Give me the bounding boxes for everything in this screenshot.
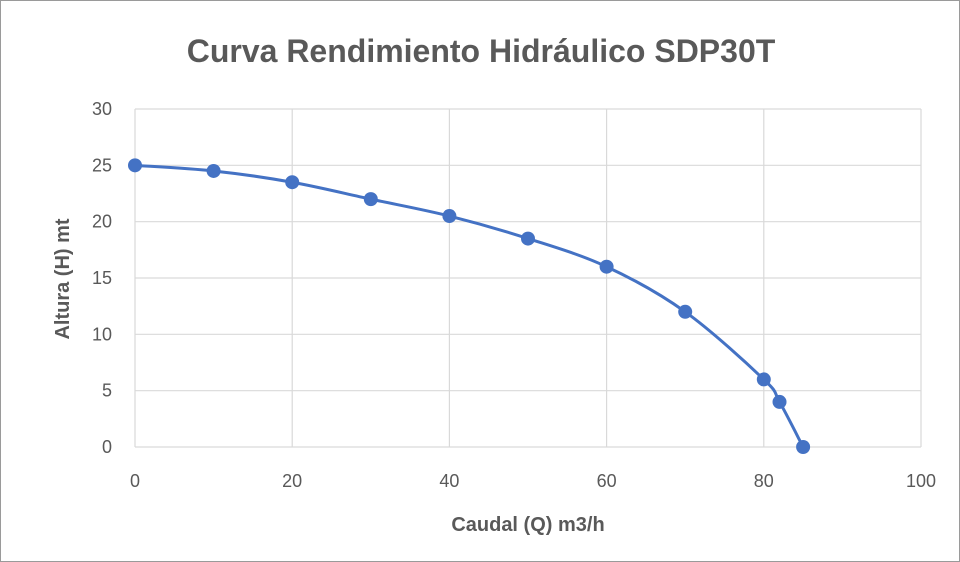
x-tick-label: 100 [906,471,936,491]
x-tick-label: 60 [597,471,617,491]
y-tick-label: 0 [102,437,112,457]
x-axis-ticks: 0 20 40 60 80 100 [130,471,936,491]
y-axis-ticks: 0 5 10 15 20 25 30 [92,99,112,457]
data-point [442,209,457,224]
data-point [756,372,771,387]
plot-area [128,158,811,454]
y-tick-label: 25 [92,155,112,175]
y-axis-title: Altura (H) mt [52,218,74,339]
data-point [796,440,811,454]
data-point [521,231,535,246]
x-tick-label: 0 [130,471,140,491]
y-tick-label: 30 [92,99,112,119]
y-tick-label: 10 [92,324,112,344]
data-point [285,175,300,190]
data-point [128,158,142,173]
data-point [599,259,614,274]
gridlines [134,108,922,448]
series-line [134,163,805,448]
y-tick-label: 20 [92,212,112,232]
data-point [772,394,787,409]
data-point [678,304,693,319]
y-tick-label: 5 [102,381,112,401]
y-tick-label: 15 [92,268,112,288]
data-point [206,163,221,178]
chart-title: Curva Rendimiento Hidráulico SDP30T [187,33,776,69]
x-axis-title: Caudal (Q) m3/h [451,514,604,536]
x-tick-label: 80 [754,471,774,491]
data-point [363,192,378,207]
x-tick-label: 20 [282,471,302,491]
x-tick-label: 40 [439,471,459,491]
